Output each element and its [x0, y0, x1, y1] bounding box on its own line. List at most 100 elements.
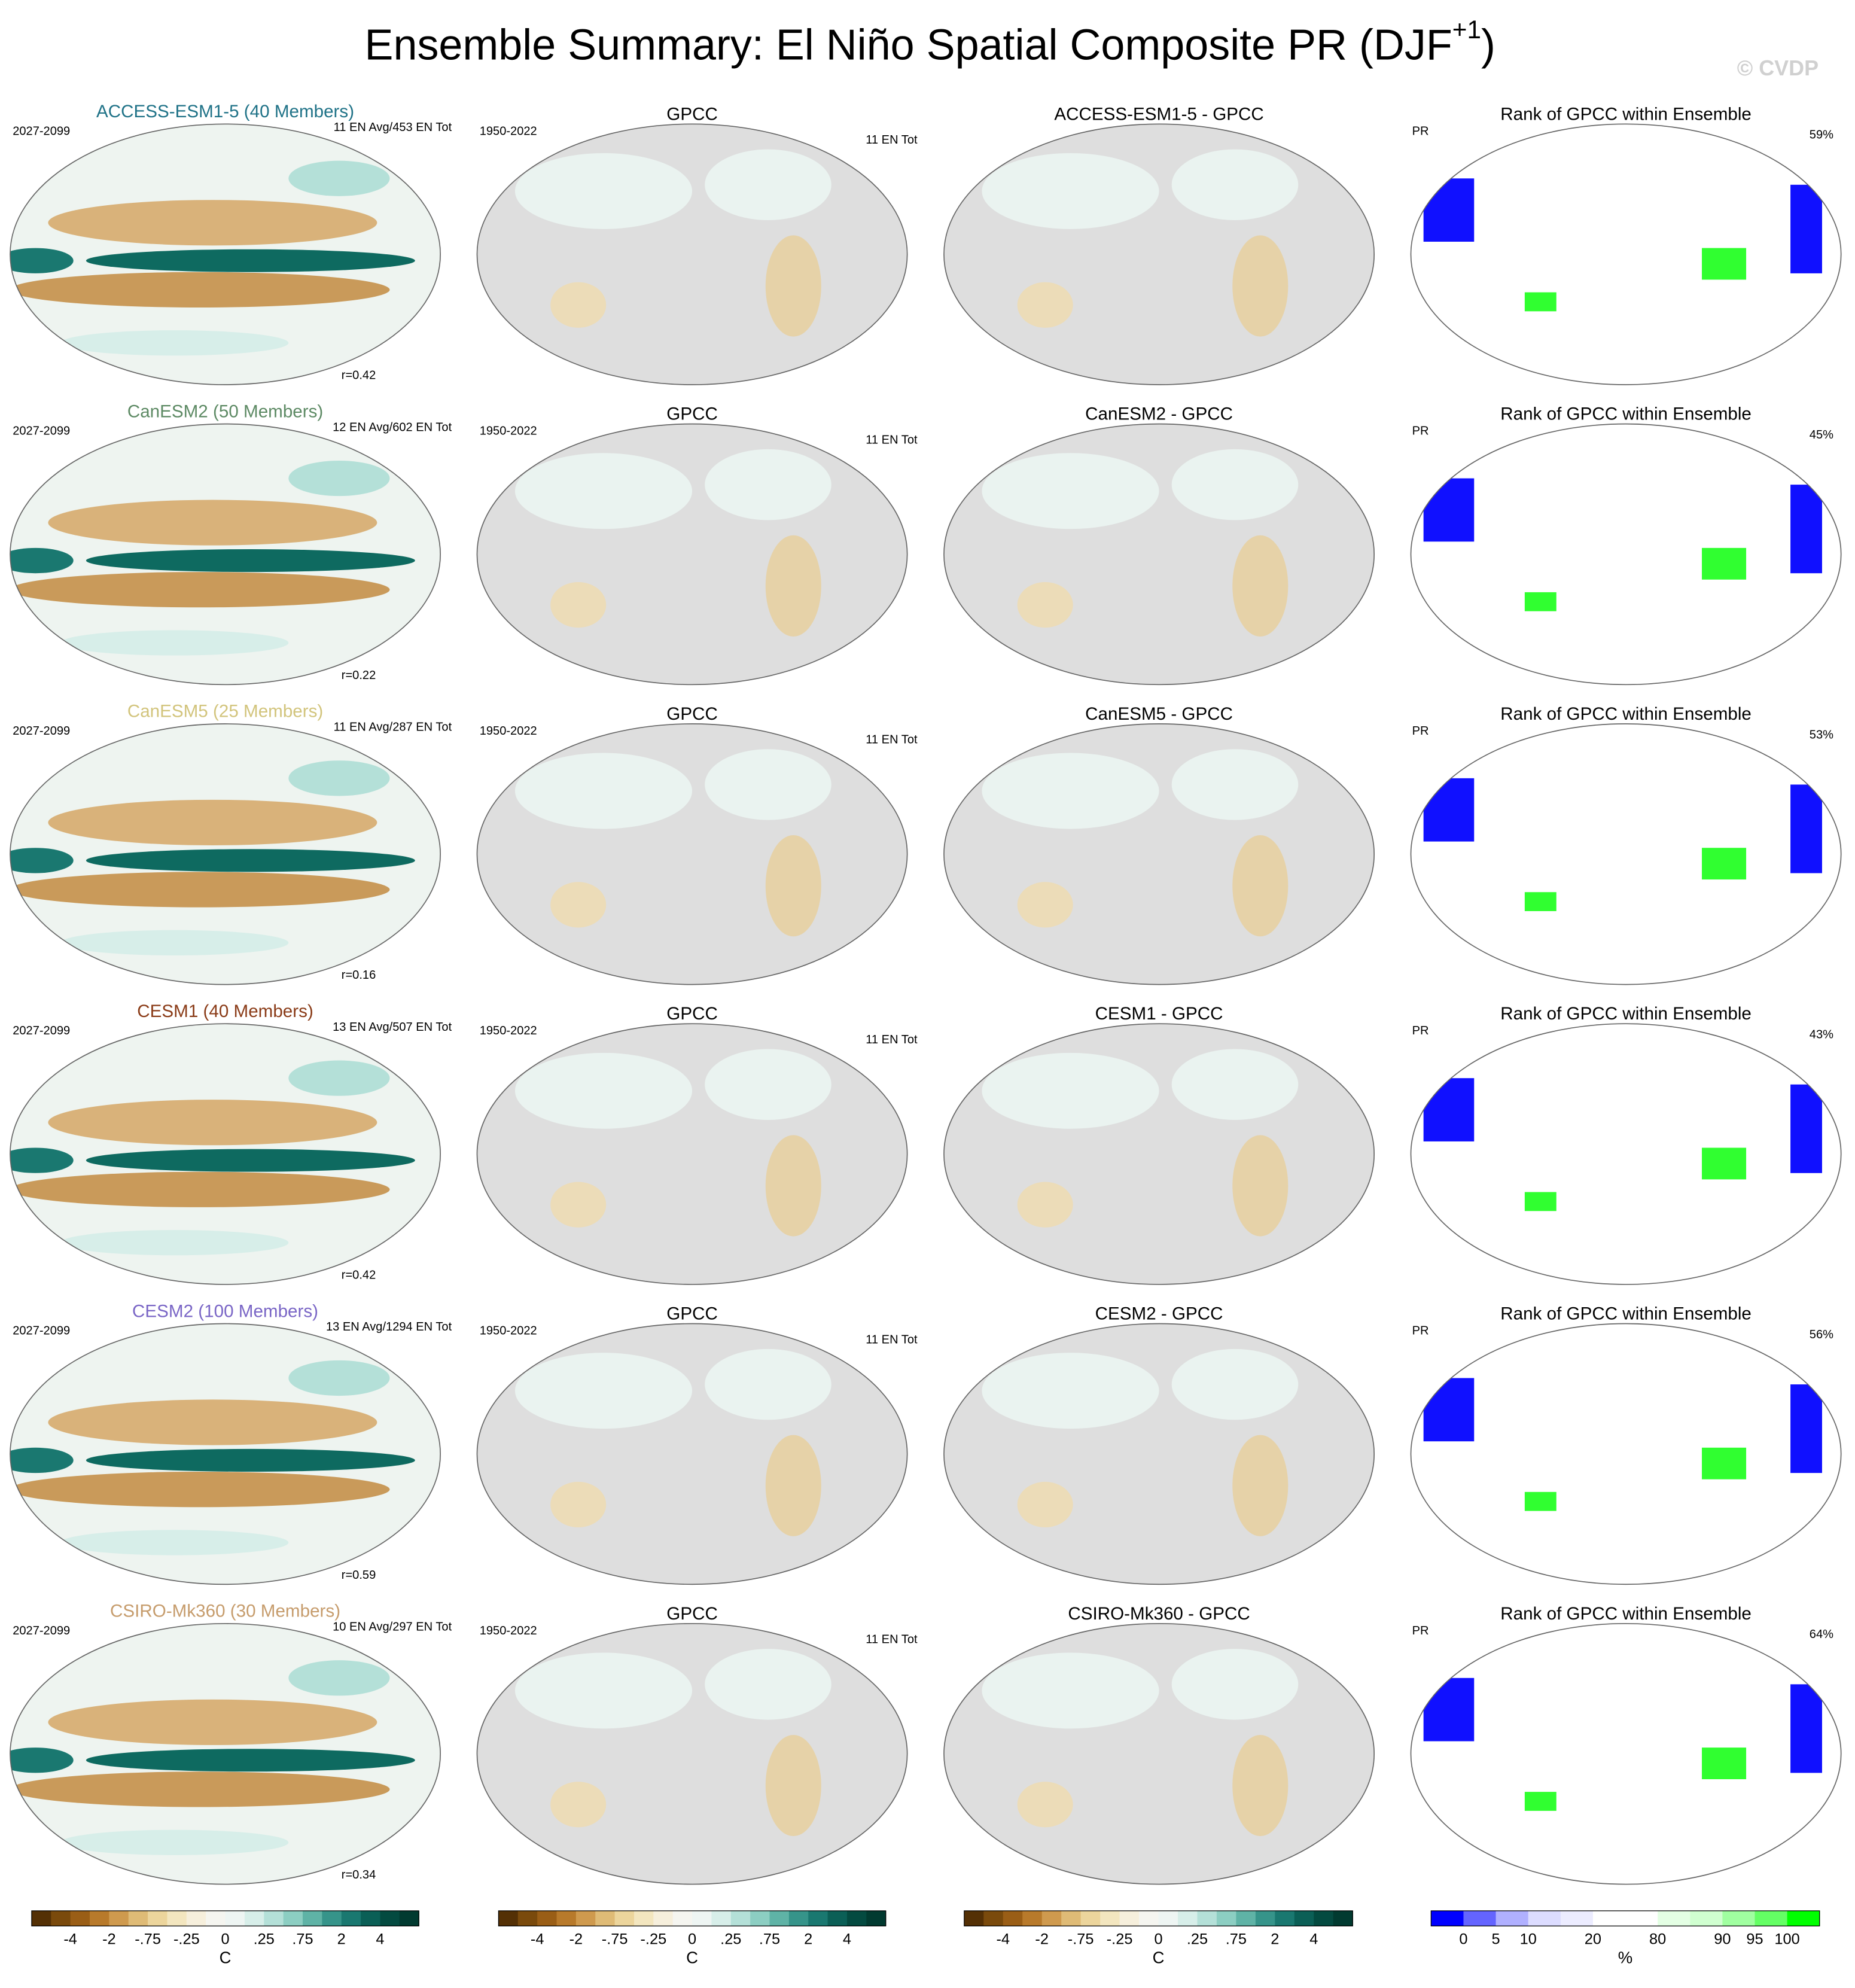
colorbar-box: [633, 1910, 654, 1926]
pattern-correlation: r=0.16: [342, 969, 376, 982]
land: [1171, 1049, 1299, 1120]
map: [477, 723, 907, 985]
rank-patch: [1702, 248, 1747, 280]
rank-percent: 43%: [1810, 1028, 1833, 1042]
colorbar-box: [1061, 1910, 1082, 1926]
map-outline: [10, 123, 441, 385]
period: 2027-2099: [13, 1325, 70, 1338]
map: [1411, 124, 1841, 385]
land: [1017, 1481, 1073, 1528]
colorbar-box: [1003, 1910, 1023, 1926]
land: [982, 753, 1159, 829]
colorbar-box: [808, 1910, 828, 1926]
colorbar-box: [1216, 1910, 1237, 1926]
colorbar-label: .25: [254, 1931, 275, 1947]
map-outline: [476, 123, 908, 385]
map: [477, 1323, 907, 1585]
colorbar-box: [964, 1910, 984, 1926]
pattern: [288, 460, 390, 497]
map-background: [943, 723, 1375, 985]
map-outline: [10, 1622, 441, 1885]
colorbar-label: .75: [292, 1931, 313, 1947]
map: [943, 1024, 1375, 1284]
colorbar-label: -.25: [173, 1931, 200, 1947]
land: [550, 1481, 607, 1528]
colorbar-box: [1625, 1910, 1658, 1926]
land: [550, 1782, 607, 1828]
period: 2027-2099: [13, 124, 70, 138]
rank-patch: [1524, 592, 1557, 611]
map-outline: [476, 723, 908, 985]
colorbar-label: .25: [720, 1931, 741, 1947]
map-background: [477, 424, 907, 685]
colorbar-box: [556, 1910, 577, 1926]
colorbar-box: [1333, 1910, 1353, 1926]
pattern: [86, 1749, 415, 1772]
colorbar-box: [225, 1910, 245, 1926]
rank-patch: [1790, 1084, 1822, 1173]
panel-title: Rank of GPCC within Ensemble: [1500, 704, 1752, 724]
pattern: [60, 930, 289, 955]
event-counts: 11 EN Tot: [866, 1633, 918, 1646]
colorbar-frame: [964, 1910, 1353, 1926]
colorbar-box: [1022, 1910, 1043, 1926]
colorbar-box: [109, 1910, 129, 1926]
colorbar-box: [341, 1910, 361, 1926]
colorbar-label: -.75: [1068, 1931, 1094, 1947]
pattern: [48, 200, 377, 246]
pattern: [48, 799, 377, 845]
colorbar-frame: [498, 1910, 887, 1926]
land: [1171, 149, 1299, 221]
map: [943, 723, 1375, 985]
pattern: [10, 272, 390, 308]
map-outline: [10, 1323, 441, 1585]
pattern: [86, 1448, 415, 1472]
map: [1411, 1024, 1841, 1284]
land: [765, 235, 821, 337]
land: [765, 1734, 821, 1837]
land: [1232, 835, 1289, 937]
colorbar-box: [827, 1910, 848, 1926]
period: 1950-2022: [480, 724, 537, 738]
colorbar-frame: [31, 1910, 419, 1926]
colorbar-label: 5: [1492, 1931, 1500, 1947]
map-outline: [1410, 1023, 1842, 1285]
map-outline: [1410, 1622, 1842, 1885]
colorbar-box: [537, 1910, 558, 1926]
rank-patch: [1790, 784, 1822, 873]
pattern: [10, 1171, 390, 1207]
colorbar-label: -2: [1035, 1931, 1049, 1947]
colorbar-box: [1275, 1910, 1295, 1926]
panel-title: GPCC: [666, 1304, 718, 1324]
colorbar-box: [1495, 1910, 1529, 1926]
variable: PR: [1412, 724, 1429, 738]
land: [1171, 749, 1299, 820]
panel-title: CanESM2 - GPCC: [1085, 404, 1233, 424]
land: [1171, 1649, 1299, 1720]
pattern: [288, 160, 390, 196]
rank-patch: [1790, 1684, 1822, 1773]
event-counts: 11 EN Avg/287 EN Tot: [334, 721, 452, 734]
colorbar-label: -4: [63, 1931, 77, 1947]
land: [1232, 1135, 1289, 1237]
colorbar-box: [1119, 1910, 1140, 1926]
pattern: [10, 848, 74, 873]
pattern: [60, 330, 289, 356]
variable: PR: [1412, 425, 1429, 438]
map-background: [1411, 124, 1841, 385]
rank-patch: [1702, 547, 1747, 580]
land: [982, 1052, 1159, 1129]
colorbar-box: [730, 1910, 751, 1926]
event-counts: 10 EN Avg/297 EN Tot: [333, 1620, 452, 1633]
pattern: [288, 1060, 390, 1096]
colorbar-box: [1177, 1910, 1198, 1926]
colorbar-box: [303, 1910, 323, 1926]
pattern: [10, 872, 390, 908]
rank-patch: [1702, 1147, 1747, 1180]
pattern: [10, 1471, 390, 1508]
land: [514, 1052, 693, 1129]
land: [1171, 449, 1299, 520]
colorbar-label: -2: [569, 1931, 583, 1947]
event-counts: 13 EN Avg/1294 EN Tot: [326, 1320, 452, 1334]
map-background: [943, 1024, 1375, 1284]
